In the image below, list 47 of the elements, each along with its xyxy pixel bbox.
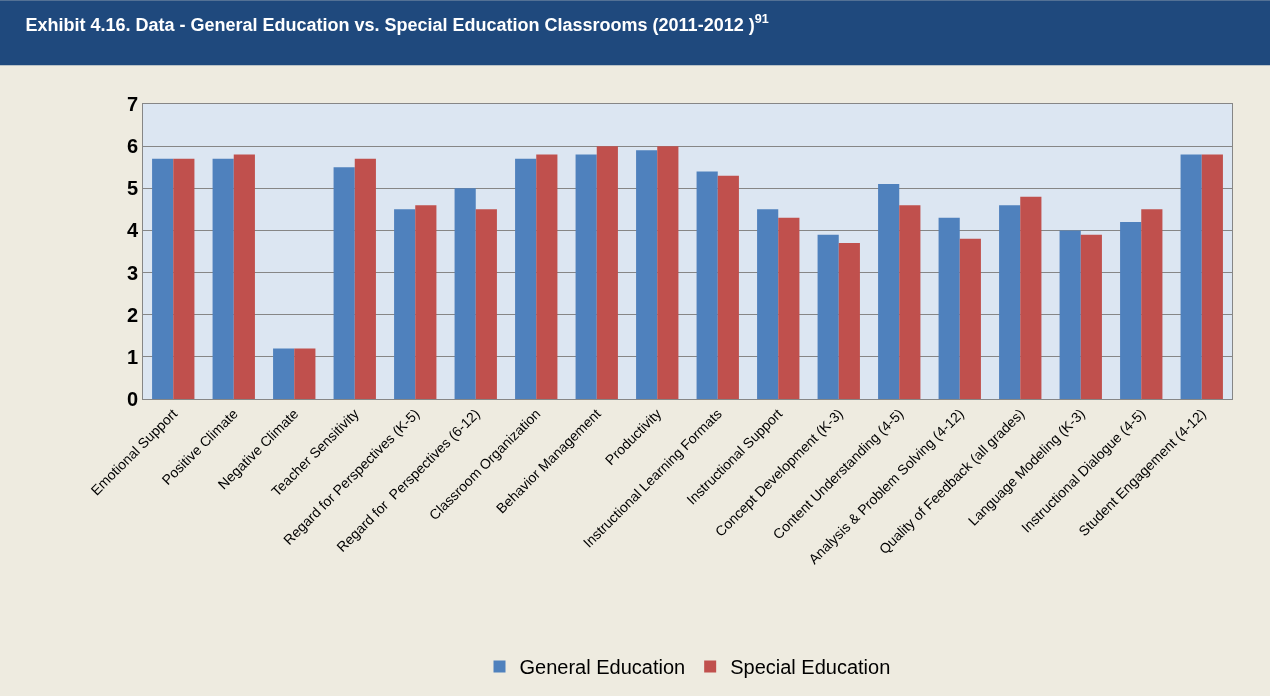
- bar: [575, 154, 597, 399]
- bar: [1080, 234, 1102, 399]
- legend-label: Special Education: [730, 656, 891, 679]
- y-tick-label: 4: [126, 219, 139, 242]
- y-tick-label: 1: [126, 345, 138, 368]
- bar: [999, 205, 1021, 399]
- bar: [657, 146, 679, 399]
- bar: [696, 171, 718, 399]
- bar: [454, 188, 476, 399]
- bar: [757, 209, 779, 399]
- legend-label: General Education: [519, 656, 686, 679]
- chart-title: Exhibit 4.16. Data - General Education vs. Special Education Classrooms (2011-2012 )$^{91}$: [25, 12, 769, 35]
- bar: [273, 348, 295, 399]
- bar: [938, 217, 960, 399]
- bar: [959, 238, 981, 399]
- bar: [878, 184, 900, 399]
- bar: [173, 158, 195, 399]
- bar: [717, 175, 739, 399]
- bar: [394, 209, 416, 399]
- bar: [233, 154, 255, 399]
- bar: [778, 217, 800, 399]
- bar: [1059, 230, 1081, 399]
- bar: [415, 205, 437, 399]
- y-tick-label: 6: [126, 135, 138, 158]
- bar: [899, 205, 921, 399]
- y-tick-label: 3: [126, 261, 138, 284]
- bar: [636, 150, 658, 399]
- y-tick-label: 7: [126, 93, 138, 115]
- bar: [515, 158, 537, 399]
- bar: [1141, 209, 1163, 399]
- y-tick-label: 5: [126, 177, 138, 200]
- bar: [152, 158, 174, 399]
- bar: [1201, 154, 1223, 399]
- bar: [354, 158, 376, 399]
- bar: [212, 158, 234, 399]
- bar: [333, 167, 355, 399]
- bar: [596, 146, 618, 399]
- bar: [475, 209, 497, 399]
- bar: [536, 154, 558, 399]
- bar: [294, 348, 316, 399]
- bar: [817, 234, 839, 399]
- bar: [1020, 196, 1042, 399]
- bar: [1180, 154, 1202, 399]
- bar: [1120, 222, 1142, 399]
- y-tick-label: 2: [126, 303, 138, 326]
- y-tick-label: 0: [126, 388, 138, 410]
- bar: [838, 243, 860, 399]
